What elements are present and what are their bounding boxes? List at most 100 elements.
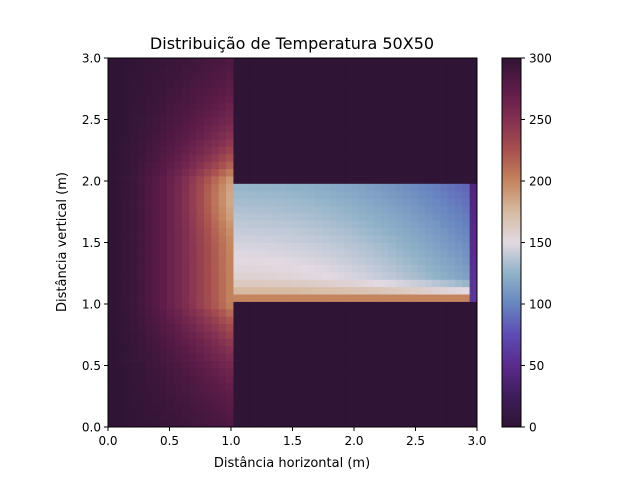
heatmap-cell <box>285 294 293 302</box>
heatmap-cell <box>351 131 360 140</box>
heatmap-cell <box>447 198 456 206</box>
heatmap-cell <box>159 360 168 369</box>
heatmap-cell <box>403 419 411 428</box>
heatmap-cell <box>167 404 175 413</box>
heatmap-cell <box>248 139 256 147</box>
heatmap-cell <box>329 286 338 295</box>
heatmap-cell <box>181 279 190 288</box>
heatmap-cell <box>240 397 249 406</box>
heatmap-cell <box>240 235 249 243</box>
heatmap-cell <box>203 412 212 420</box>
heatmap-cell <box>122 124 131 133</box>
heatmap-cell <box>218 279 227 288</box>
heatmap-cell <box>425 176 434 184</box>
heatmap-cell <box>115 146 124 155</box>
heatmap-cell <box>262 257 271 265</box>
heatmap-cell <box>351 220 360 229</box>
heatmap-cell <box>218 153 227 162</box>
heatmap-cell <box>307 190 315 199</box>
heatmap-cell <box>425 308 434 317</box>
heatmap-cell <box>336 294 345 302</box>
heatmap-cell <box>336 146 345 155</box>
heatmap-cell <box>218 176 227 184</box>
heatmap-cell <box>211 102 220 111</box>
heatmap-cell <box>292 94 301 103</box>
heatmap-cell <box>248 279 256 288</box>
heatmap-cell <box>322 65 330 74</box>
heatmap-cell <box>425 65 434 74</box>
heatmap-cell <box>240 301 249 310</box>
heatmap-cell <box>203 397 212 406</box>
heatmap-cell <box>410 131 419 140</box>
heatmap-cell <box>159 235 168 243</box>
heatmap-cell <box>211 308 220 317</box>
heatmap-cell <box>240 205 249 214</box>
heatmap-cell <box>395 338 404 347</box>
heatmap-cell <box>152 331 161 339</box>
heatmap-cell <box>226 94 234 103</box>
heatmap-cell <box>299 139 308 147</box>
heatmap-cell <box>292 338 301 347</box>
heatmap-cell <box>262 331 271 339</box>
heatmap-cell <box>395 249 404 258</box>
heatmap-cell <box>373 153 382 162</box>
heatmap-cell <box>226 382 234 391</box>
heatmap-cell <box>351 397 360 406</box>
heatmap-cell <box>358 412 367 420</box>
heatmap-cell <box>358 375 367 384</box>
heatmap-cell <box>262 153 271 162</box>
heatmap-cell <box>469 161 478 170</box>
heatmap-cell <box>366 139 375 147</box>
heatmap-cell <box>130 161 138 170</box>
heatmap-cell <box>277 286 286 295</box>
heatmap-cell <box>152 242 161 251</box>
heatmap-cell <box>344 220 352 229</box>
heatmap-cell <box>403 220 411 229</box>
heatmap-cell <box>152 205 161 214</box>
heatmap-cell <box>447 183 456 192</box>
heatmap-cell <box>248 249 256 258</box>
heatmap-cell <box>440 316 448 325</box>
heatmap-cell <box>432 404 441 413</box>
heatmap-cell <box>277 375 286 384</box>
heatmap-cell <box>255 301 264 310</box>
heatmap-cell <box>388 316 397 325</box>
heatmap-cell <box>174 205 183 214</box>
heatmap-cell <box>432 227 441 236</box>
heatmap-cell <box>108 131 116 140</box>
heatmap-cell <box>211 109 220 118</box>
heatmap-cell <box>314 109 323 118</box>
heatmap-cell <box>410 212 419 221</box>
heatmap-cell <box>189 316 197 325</box>
heatmap-cell <box>388 279 397 288</box>
heatmap-cell <box>395 412 404 420</box>
heatmap-cell <box>432 58 441 66</box>
heatmap-cell <box>262 205 271 214</box>
heatmap-cell <box>159 212 168 221</box>
heatmap-cell <box>344 227 352 236</box>
heatmap-cell <box>336 124 345 133</box>
heatmap-cell <box>314 117 323 125</box>
heatmap-cell <box>314 124 323 133</box>
heatmap-cell <box>122 65 131 74</box>
heatmap-cell <box>211 227 220 236</box>
heatmap-cell <box>336 227 345 236</box>
heatmap-cell <box>440 272 448 280</box>
heatmap-cell <box>196 360 205 369</box>
heatmap-cell <box>174 286 183 295</box>
heatmap-cell <box>262 72 271 81</box>
heatmap-cell <box>115 168 124 177</box>
heatmap-cell <box>248 264 256 273</box>
heatmap-cell <box>454 308 463 317</box>
heatmap-cell <box>314 198 323 206</box>
heatmap-cell <box>336 375 345 384</box>
heatmap-cell <box>255 190 264 199</box>
heatmap-cell <box>292 227 301 236</box>
heatmap-cell <box>270 264 279 273</box>
heatmap-cell <box>211 360 220 369</box>
heatmap-cell <box>388 87 397 96</box>
heatmap-cell <box>203 264 212 273</box>
heatmap-cell <box>218 161 227 170</box>
heatmap-cell <box>336 249 345 258</box>
heatmap-cell <box>358 316 367 325</box>
